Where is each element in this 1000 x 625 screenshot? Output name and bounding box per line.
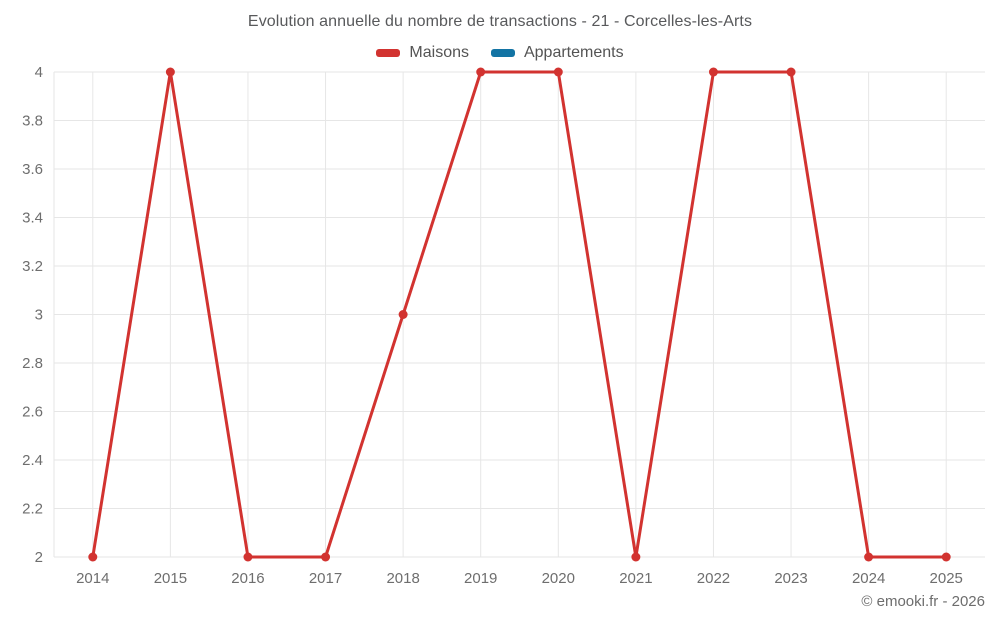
chart-legend: Maisons Appartements (0, 44, 1000, 62)
data-point-maisons-2018[interactable] (398, 310, 408, 319)
legend-item-maisons[interactable]: Maisons (376, 44, 469, 62)
data-point-maisons-2022[interactable] (708, 67, 718, 77)
chart-title: Evolution annuelle du nombre de transact… (247, 13, 753, 30)
x-axis-tick-label: 2016 (231, 570, 264, 587)
x-axis-tick-label: 2024 (852, 570, 885, 587)
data-point-maisons-2016[interactable] (243, 552, 253, 562)
data-point-maisons-2020[interactable] (553, 67, 563, 77)
y-axis-tick-label: 3.6 (22, 161, 43, 178)
y-axis-tick-label: 2 (35, 549, 43, 566)
y-axis-tick-label: 3.8 (22, 113, 43, 130)
copyright-footer: © emooki.fr - 2026 (861, 593, 985, 610)
y-axis-tick-label: 2.2 (22, 501, 43, 518)
x-axis-tick-label: 2021 (619, 570, 652, 587)
y-axis-tick-label: 3 (35, 307, 43, 324)
legend-label-maisons: Maisons (409, 44, 469, 61)
x-axis-tick-label: 2018 (386, 570, 419, 587)
data-point-maisons-2024[interactable] (864, 552, 874, 562)
legend-label-appartements: Appartements (523, 44, 624, 61)
x-axis-tick-label: 2022 (697, 570, 730, 587)
data-point-maisons-2025[interactable] (941, 552, 951, 562)
x-axis-tick-label: 2020 (542, 570, 575, 587)
data-point-maisons-2014[interactable] (88, 552, 98, 562)
y-axis-tick-label: 3.4 (22, 210, 43, 227)
x-axis-tick-label: 2019 (464, 570, 497, 587)
data-point-maisons-2015[interactable] (165, 67, 175, 77)
y-axis-tick-label: 3.2 (22, 258, 43, 275)
data-point-maisons-2023[interactable] (786, 67, 796, 77)
x-axis-tick-label: 2025 (930, 570, 963, 587)
maisons-series-swatch-icon (376, 49, 401, 57)
data-point-maisons-2017[interactable] (321, 552, 331, 562)
data-point-maisons-2021[interactable] (631, 552, 641, 562)
data-point-maisons-2019[interactable] (476, 67, 486, 77)
y-axis-tick-label: 2.4 (22, 452, 43, 469)
x-axis-tick-label: 2015 (154, 570, 187, 587)
x-axis-tick-label: 2017 (309, 570, 342, 587)
series-line-maisons (91, 70, 947, 559)
y-axis-tick-label: 4 (35, 64, 43, 81)
legend-item-appartements[interactable]: Appartements (490, 44, 624, 62)
y-axis-tick-label: 2.6 (22, 404, 43, 421)
y-axis-tick-label: 2.8 (22, 355, 43, 372)
x-axis-tick-label: 2023 (774, 570, 807, 587)
appartements-series-swatch-icon (490, 49, 515, 57)
x-axis-tick-label: 2014 (76, 570, 109, 587)
